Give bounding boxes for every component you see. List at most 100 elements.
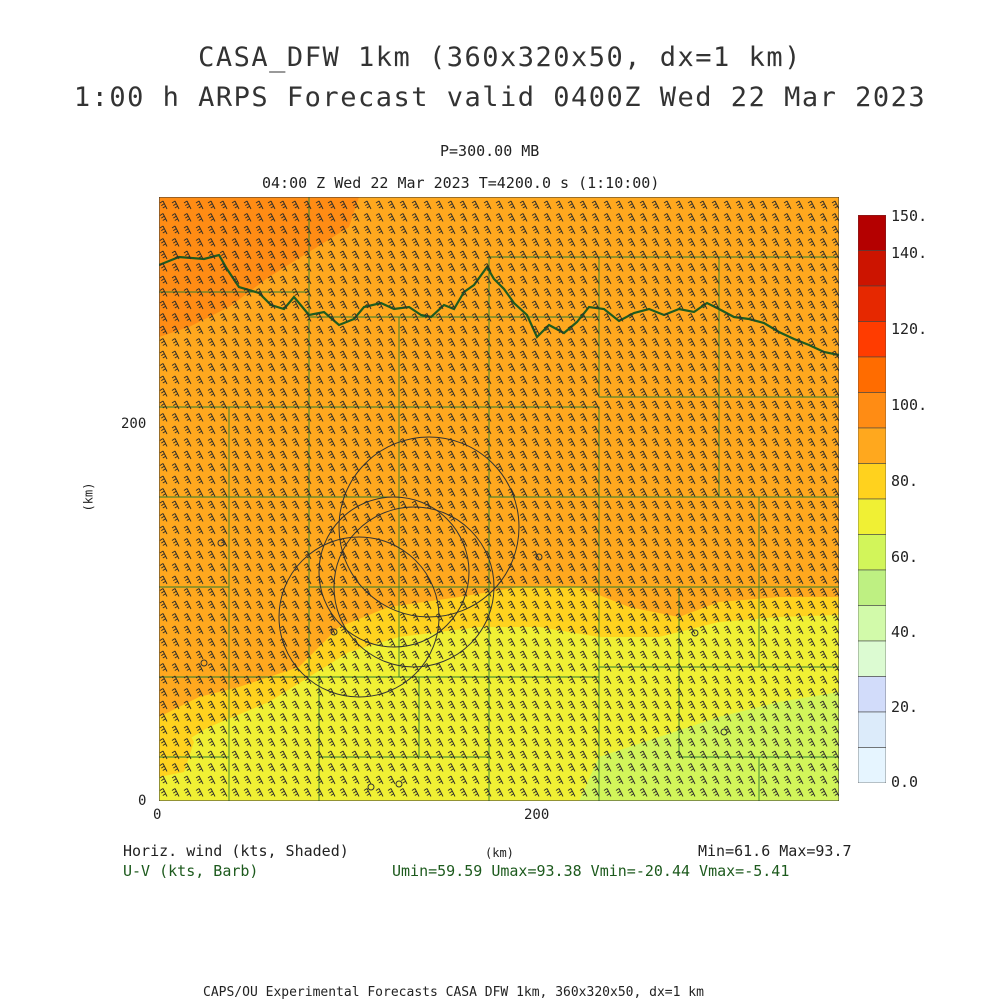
wind-barb [663, 213, 672, 222]
wind-barb [291, 538, 300, 547]
wind-barb [183, 613, 192, 622]
wind-barb [267, 488, 276, 497]
wind-barb [627, 588, 636, 597]
wind-barb [219, 275, 228, 285]
wind-barb [831, 200, 839, 210]
wind-barb [591, 600, 600, 610]
wind-barb [447, 325, 456, 335]
wind-barb [255, 525, 264, 535]
wind-barb [471, 275, 480, 285]
wind-barb [447, 675, 456, 685]
wind-barb [747, 550, 756, 560]
wind-barb [255, 463, 264, 472]
wind-barb [207, 538, 216, 547]
plot-title-line1: CASA_DFW 1km (360x320x50, dx=1 km) [198, 42, 802, 73]
wind-barb [663, 550, 672, 560]
wind-barb [711, 625, 720, 635]
wind-barb [567, 513, 576, 522]
wind-barb [171, 213, 180, 222]
wind-barb [615, 225, 624, 235]
wind-barb [435, 675, 444, 685]
wind-barb [783, 738, 792, 747]
colorbar-swatch [858, 463, 886, 500]
wind-barb [423, 325, 432, 335]
wind-barb [699, 513, 708, 522]
wind-barb [603, 575, 612, 585]
wind-barb [411, 600, 420, 610]
wind-barb [543, 375, 552, 385]
wind-barb [423, 575, 432, 585]
wind-barb [771, 750, 780, 760]
wind-barb [831, 425, 839, 435]
wind-barb [567, 538, 576, 547]
wind-barb [783, 300, 792, 310]
wind-barb [219, 263, 228, 272]
wind-barb [531, 400, 540, 410]
wind-barb [735, 713, 744, 722]
wind-barb [363, 588, 372, 597]
wind-barb [267, 538, 276, 547]
wind-barb [591, 250, 600, 260]
wind-barb [315, 713, 324, 722]
wind-barb [735, 463, 744, 472]
wind-barb [783, 313, 792, 322]
wind-barb [159, 200, 168, 210]
wind-barb [339, 600, 348, 610]
wind-barb [603, 550, 612, 560]
wind-barb [567, 350, 576, 360]
wind-barb [579, 563, 588, 572]
wind-barb [207, 588, 216, 597]
wind-barb [183, 288, 192, 297]
wind-barb [675, 438, 684, 447]
wind-barb [363, 775, 372, 785]
wind-barb [459, 325, 468, 335]
wind-barb [195, 450, 204, 460]
wind-barb [291, 250, 300, 260]
wind-barb [675, 413, 684, 422]
wind-barb [267, 325, 276, 335]
wind-barb [723, 238, 732, 247]
wind-barb [195, 338, 204, 347]
wind-barb [291, 725, 300, 735]
wind-barb [603, 613, 612, 622]
wind-barb [351, 450, 360, 460]
wind-barb [423, 563, 432, 572]
wind-barb [387, 350, 396, 360]
wind-barb [531, 763, 540, 772]
wind-barb [543, 563, 552, 572]
wind-barb [483, 263, 492, 272]
wind-barb [567, 288, 576, 297]
wind-barb [303, 438, 312, 447]
wind-barb [579, 588, 588, 597]
wind-barb [435, 625, 444, 635]
valid-time: 04:00 Z Wed 22 Mar 2023 T=4200.0 s (1:10… [262, 174, 660, 192]
wind-barb [687, 663, 696, 672]
wind-barb [663, 775, 672, 785]
wind-barb [603, 488, 612, 497]
wind-barb [447, 688, 456, 697]
wind-barb [507, 538, 516, 547]
wind-barb [699, 775, 708, 785]
wind-barb [339, 738, 348, 747]
colorbar-swatch [858, 676, 886, 713]
wind-barb [303, 775, 312, 785]
wind-barb [207, 313, 216, 322]
wind-barb [423, 663, 432, 672]
wind-barb [651, 388, 660, 397]
wind-barb [519, 663, 528, 672]
wind-barb [339, 213, 348, 222]
wind-barb [315, 563, 324, 572]
wind-barb [315, 275, 324, 285]
wind-barb [375, 638, 384, 647]
wind-barb [543, 425, 552, 435]
wind-barb [483, 475, 492, 485]
wind-barb [507, 388, 516, 397]
wind-barb [627, 763, 636, 772]
wind-barb [627, 275, 636, 285]
wind-barb [327, 438, 336, 447]
wind-barb [735, 500, 744, 510]
wind-barb [327, 750, 336, 760]
wind-barb [195, 725, 204, 735]
wind-barb [519, 425, 528, 435]
wind-barb [555, 400, 564, 410]
